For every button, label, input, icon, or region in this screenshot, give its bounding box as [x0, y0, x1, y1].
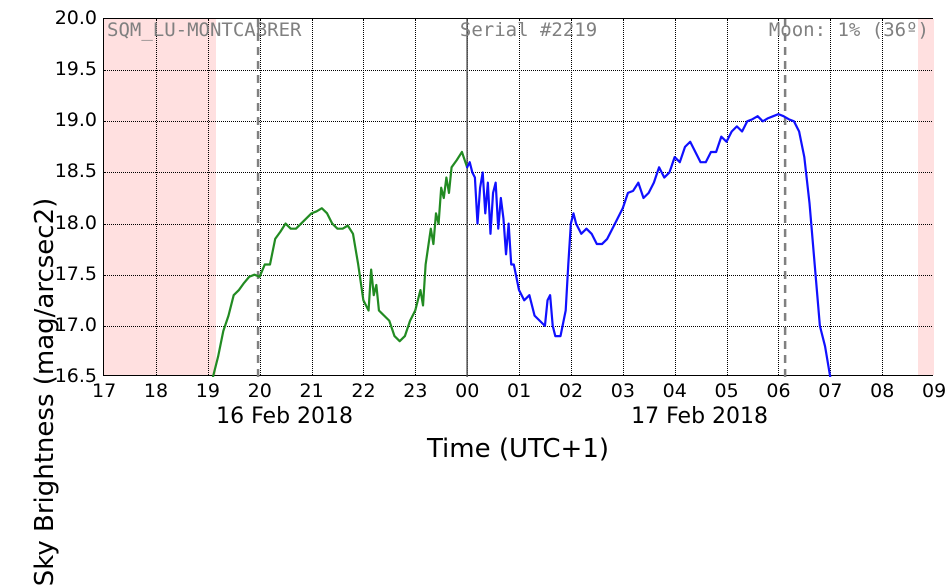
- x-tick-label: 21: [300, 380, 324, 402]
- y-tick-label: 19.0: [55, 109, 97, 131]
- data-series: [104, 19, 934, 377]
- x-tick-label: 05: [715, 380, 739, 402]
- x-tick-label: 03: [611, 380, 635, 402]
- y-tick-label: 19.5: [55, 58, 97, 80]
- series-morning: [467, 114, 830, 377]
- x-tick-label: 02: [559, 380, 583, 402]
- y-tick-label: 18.0: [55, 212, 97, 234]
- header-center: Serial #2219: [460, 19, 597, 41]
- x-tick-label: 04: [663, 380, 687, 402]
- series-evening: [213, 152, 467, 377]
- y-tick-label: 16.5: [55, 365, 97, 387]
- date-label: 17 Feb 2018: [631, 404, 768, 429]
- y-tick-label: 17.0: [55, 314, 97, 336]
- x-tick-label: 00: [455, 380, 479, 402]
- date-label: 16 Feb 2018: [216, 404, 353, 429]
- y-axis-label: Sky Brightness (mag/arcsec2): [30, 197, 60, 586]
- x-axis-label: Time (UTC+1): [427, 434, 609, 464]
- x-tick-label: 01: [507, 380, 531, 402]
- x-tick-label: 23: [403, 380, 427, 402]
- x-tick-label: 06: [766, 380, 790, 402]
- x-tick-label: 19: [196, 380, 220, 402]
- plot-area: [103, 18, 933, 376]
- x-tick-label: 18: [144, 380, 168, 402]
- x-tick-label: 20: [248, 380, 272, 402]
- x-tick-label: 22: [351, 380, 375, 402]
- header-right: Moon: 1% (36º): [769, 19, 929, 41]
- y-tick-label: 20.0: [55, 7, 97, 29]
- header-left: SQM_LU-MONTCABRER: [107, 19, 301, 41]
- x-tick-label: 17: [92, 380, 116, 402]
- y-tick-label: 17.5: [55, 263, 97, 285]
- x-tick-label: 08: [870, 380, 894, 402]
- x-tick-label: 09: [922, 380, 946, 402]
- y-tick-label: 18.5: [55, 160, 97, 182]
- x-tick-label: 07: [818, 380, 842, 402]
